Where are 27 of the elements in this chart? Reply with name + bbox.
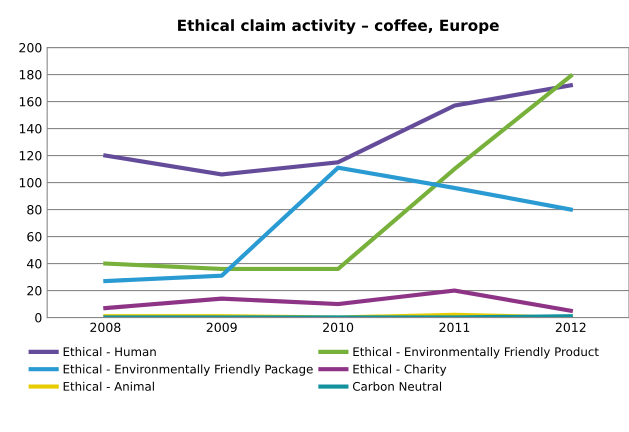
legend-label: Ethical - Animal xyxy=(64,382,154,391)
line-series xyxy=(103,288,573,313)
y-tick-label: 180 xyxy=(20,70,42,80)
y-tick-label: 60 xyxy=(27,232,42,242)
line-series xyxy=(103,74,573,272)
y-tick-label: 80 xyxy=(27,204,42,214)
y-tick-label: 100 xyxy=(20,178,42,188)
legend-label: Carbon Neutral xyxy=(352,382,442,391)
line-series xyxy=(103,166,573,284)
x-tick-label: 2008 xyxy=(90,322,120,332)
legend-label: Ethical - Environmentally Friendly Package xyxy=(64,364,313,376)
y-tick-label: 200 xyxy=(19,42,42,52)
y-tick-label: 140 xyxy=(20,124,42,134)
y-tick-label: 0 xyxy=(35,312,42,322)
legend-label: Ethical - Charity xyxy=(353,364,446,376)
legend-label: Ethical - Environmentally Friendly Product xyxy=(353,347,599,358)
legend-label: Ethical - Human xyxy=(64,347,156,356)
chart-title: Ethical claim activity – coffee, Europe xyxy=(178,19,499,34)
x-tick-label: 2012 xyxy=(556,322,586,332)
x-tick-label: 2010 xyxy=(323,322,354,332)
y-tick-label: 40 xyxy=(27,258,42,268)
line-series xyxy=(103,83,573,177)
y-tick-label: 120 xyxy=(20,150,42,160)
x-tick-label: 2009 xyxy=(206,322,237,332)
y-tick-label: 160 xyxy=(20,96,42,106)
x-tick-label: 2011 xyxy=(439,322,470,332)
y-tick-label: 20 xyxy=(27,286,42,296)
